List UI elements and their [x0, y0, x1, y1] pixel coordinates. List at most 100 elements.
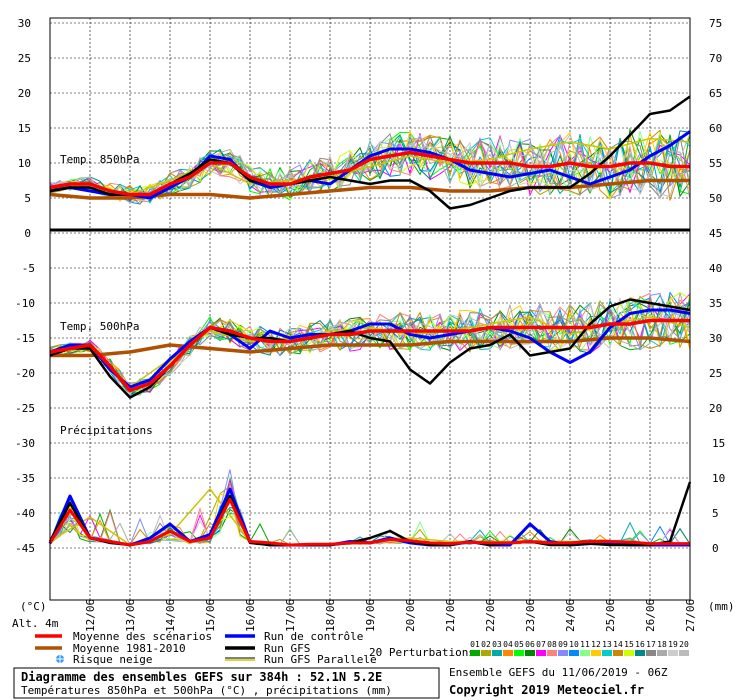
plot-border	[49, 17, 691, 601]
left-tick: 10	[18, 157, 31, 170]
legend-label-control: Run de contrôle	[264, 630, 363, 643]
left-tick: 20	[18, 87, 31, 100]
right-tick: 75	[709, 17, 722, 30]
chart-title: Diagramme des ensembles GEFS sur 384h : …	[21, 670, 382, 684]
series-mean-t500	[49, 318, 690, 393]
date-label: 13/06	[124, 599, 137, 632]
perturbation-swatch	[613, 650, 623, 656]
run-info: Ensemble GEFS du 11/06/2019 - 06Z	[449, 666, 668, 679]
perturbation-swatch	[668, 650, 678, 656]
right-tick: 20	[709, 402, 722, 415]
perturbation-number: 16	[635, 640, 645, 649]
perturbation-swatch	[503, 650, 513, 656]
perturbation-number: 03	[492, 640, 502, 649]
legend-label-gfs: Run GFS	[264, 642, 310, 655]
left-unit-label: (°C)	[20, 600, 47, 613]
date-label: 19/06	[364, 599, 377, 632]
date-label: 17/06	[284, 599, 297, 632]
series-mean-t850	[49, 150, 690, 197]
perturbation-number: 14	[613, 640, 623, 649]
left-tick: -45	[15, 542, 35, 555]
perturbation-swatch	[525, 650, 535, 656]
panel-label-t850: Temp. 850hPa	[60, 153, 139, 166]
series-gfs-t500	[49, 298, 691, 399]
chart-subtitle: Températures 850hPa et 500hPa (°C) , pré…	[21, 684, 392, 697]
series-mean-precip	[48, 498, 690, 547]
series-control-t850	[49, 130, 691, 200]
right-tick: 55	[709, 157, 722, 170]
right-tick: 5	[712, 507, 719, 520]
date-label: 18/06	[324, 599, 337, 632]
series-control-t500	[49, 308, 691, 389]
snowflake-icon	[55, 654, 65, 664]
date-label: 26/06	[644, 599, 657, 632]
left-tick: -25	[15, 402, 35, 415]
left-tick: 30	[18, 17, 31, 30]
perturbation-swatches: 01 02 03 04 05 06 07 08 09 10 11 12 13 14 15 16 17 18 19 20	[470, 640, 689, 656]
left-tick: 15	[18, 122, 31, 135]
perturbation-swatch	[558, 650, 568, 656]
perturbation-number: 11	[580, 640, 590, 649]
right-tick: 10	[712, 472, 725, 485]
right-tick: 60	[709, 122, 722, 135]
date-label: 27/06	[684, 599, 697, 632]
perturbation-swatch	[481, 650, 491, 656]
perturbation-swatch	[624, 650, 634, 656]
perturbation-swatch	[646, 650, 656, 656]
perturbation-swatch	[679, 650, 689, 656]
title-box	[13, 667, 440, 699]
plot-frame	[49, 17, 691, 601]
perturbation-swatch	[470, 650, 480, 656]
panel-label-t500: Temp. 500hPa	[60, 320, 139, 333]
date-label: 22/06	[484, 599, 497, 632]
date-label: 14/06	[164, 599, 177, 632]
date-label: 23/06	[524, 599, 537, 632]
perturbation-swatch	[547, 650, 557, 656]
perturbation-swatch	[569, 650, 579, 656]
perturbation-17-t850	[49, 133, 691, 205]
legend-label-climate: Moyenne 1981-2010	[73, 642, 186, 655]
perturbation-swatch	[602, 650, 612, 656]
right-tick: 65	[709, 87, 722, 100]
perturbation-swatch	[635, 650, 645, 656]
date-label: 16/06	[244, 599, 257, 632]
perturbation-number: 18	[657, 640, 667, 649]
perturbation-19-t850	[49, 134, 691, 202]
perturbation-number: 05	[514, 640, 524, 649]
perturbation-number: 09	[558, 640, 568, 649]
right-unit-label: (mm)	[708, 600, 735, 613]
legend-label-perturbations: 20 Perturbations	[369, 646, 475, 659]
perturbation-swatch	[657, 650, 667, 656]
right-tick: 0	[712, 542, 719, 555]
perturbation-number: 08	[547, 640, 557, 649]
copyright: Copyright 2019 Meteociel.fr	[449, 683, 644, 697]
perturbation-number: 07	[536, 640, 546, 649]
perturbation-number: 04	[503, 640, 513, 649]
right-tick: 30	[709, 332, 722, 345]
right-tick: 25	[709, 367, 722, 380]
perturbation-swatch	[514, 650, 524, 656]
perturbation-swatch	[536, 650, 546, 656]
right-tick: 15	[712, 437, 725, 450]
perturbation-18-t850	[50, 134, 691, 200]
date-label: 20/06	[404, 599, 417, 632]
perturbation-number: 06	[525, 640, 535, 649]
legend-label-snow: Risque neige	[73, 653, 152, 666]
left-tick: -20	[15, 367, 35, 380]
perturbation-swatch	[591, 650, 601, 656]
main-series-lines	[48, 95, 692, 547]
perturbation-8-t500	[49, 292, 691, 392]
left-tick: -40	[15, 507, 35, 520]
left-tick: -5	[22, 262, 35, 275]
axis-ticks: 302520151050-5-10-15-20-25-30-35-40-4575…	[15, 17, 725, 632]
right-tick: 70	[709, 52, 722, 65]
perturbation-swatch	[580, 650, 590, 656]
left-tick: -15	[15, 332, 35, 345]
perturbation-number: 20	[679, 640, 689, 649]
right-tick: 40	[709, 262, 722, 275]
right-tick: 50	[709, 192, 722, 205]
left-tick: 5	[24, 192, 31, 205]
date-label: 12/06	[84, 599, 97, 632]
perturbation-number: 12	[591, 640, 601, 649]
